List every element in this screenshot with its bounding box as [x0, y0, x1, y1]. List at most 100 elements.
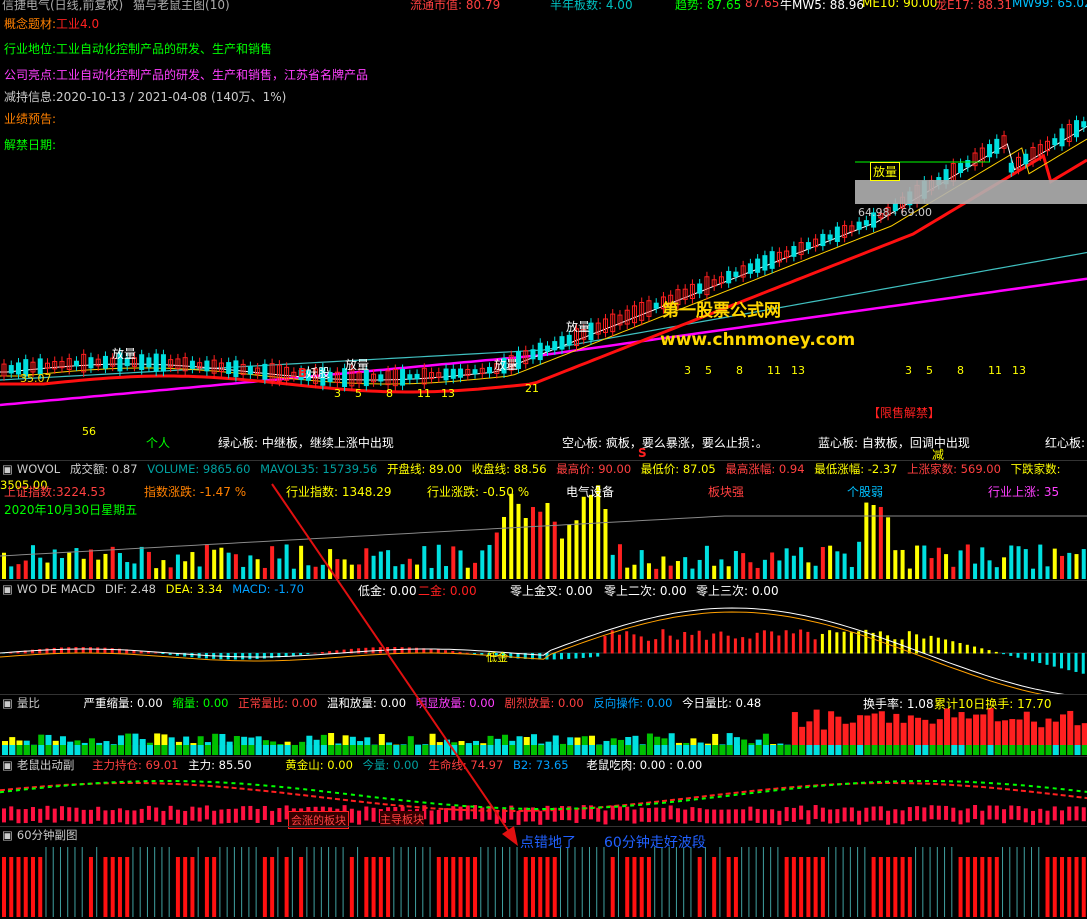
m60-bar — [255, 847, 257, 917]
volume-bar — [451, 546, 456, 579]
ratio-base — [755, 745, 762, 755]
volume-bar — [313, 566, 318, 579]
mouse-bar — [277, 808, 282, 823]
sharp-release: 剧烈放量: 0.00 — [504, 696, 584, 710]
m60-bar — [342, 847, 344, 917]
collapse-icon[interactable]: ▣ — [2, 582, 13, 596]
volume-release-label-2: 放量 — [345, 358, 370, 372]
mouse-bar — [545, 805, 550, 820]
mouse-bar — [1052, 806, 1057, 821]
collapse-icon[interactable]: ▣ — [2, 828, 13, 842]
ratio-bar — [132, 733, 139, 755]
ratio-base — [299, 745, 306, 755]
m60-bar — [1009, 847, 1011, 917]
macd-bar — [857, 631, 861, 654]
m60-bar — [154, 847, 156, 917]
macd-bar — [16, 651, 20, 654]
volume-release-label-4: 放量 — [566, 320, 591, 334]
volume-bar — [125, 562, 130, 579]
volume-bar — [944, 554, 949, 579]
m60-bar — [88, 857, 93, 917]
macd-bar — [67, 647, 71, 654]
ratio-base — [951, 745, 958, 755]
ratio-base — [777, 745, 784, 755]
candle-body — [247, 366, 253, 375]
m60-bar — [907, 857, 912, 917]
ratio-base — [487, 745, 494, 755]
ratio-base — [451, 745, 458, 755]
macd-bar — [762, 630, 766, 654]
candle-body — [472, 369, 478, 375]
ratio-bar — [973, 714, 980, 755]
volume-bar — [59, 557, 64, 579]
macd-chart[interactable] — [0, 581, 1087, 695]
mouse-bar — [110, 810, 115, 825]
candle-body — [44, 362, 50, 369]
mouse-bar — [603, 810, 608, 825]
m60-bar — [125, 857, 130, 917]
volume-ratio-panel[interactable]: ▣ 量比 严重缩量: 0.00 缩量: 0.00 正常量比: 0.00 温和放量:… — [0, 694, 1087, 757]
candle-body — [863, 220, 869, 226]
volume-bar — [436, 544, 441, 579]
macd-bar — [161, 653, 165, 655]
m60-bar — [407, 847, 409, 917]
macd-bar — [617, 634, 621, 654]
close-line: 收盘线: 88.56 — [471, 462, 547, 476]
s-sell-mark: S — [638, 446, 647, 460]
mouse-bar — [567, 806, 572, 821]
mouse-panel[interactable]: ▣ 老鼠出动副 主力持仓: 69.01 主力: 85.50 黄金山: 0.00 今… — [0, 756, 1087, 829]
volume-bar — [712, 565, 717, 579]
macd-bar — [299, 653, 303, 656]
ratio-base — [886, 745, 893, 755]
volume-bar — [1002, 557, 1007, 579]
market-cap: 流通市值: 80.79 — [410, 0, 501, 12]
ratio-base — [502, 745, 509, 755]
ratio-bar — [1038, 727, 1045, 755]
m60-bar — [349, 857, 354, 917]
m60-bar — [531, 857, 536, 917]
m60-panel[interactable]: ▣ 60分钟副图 点错地了 60分钟走好波段 — [0, 826, 1087, 919]
candle-body — [994, 138, 1000, 154]
ratio-bar — [951, 717, 958, 755]
volume-bar — [936, 547, 941, 579]
macd-bar — [965, 644, 969, 654]
vol-indicator-name: WOVOL — [16, 462, 61, 476]
volume-bar — [661, 556, 666, 579]
highlight-value: 工业自动化控制产品的研发、生产和销售，江苏省名牌产品 — [56, 68, 369, 82]
macd-bar — [806, 631, 810, 654]
volume-panel[interactable]: ▣ WOVOL 成交额: 0.87 VOLUME: 9865.60 MAVOL35… — [0, 460, 1087, 581]
ratio-bar — [531, 734, 538, 755]
m60-bar — [96, 847, 98, 917]
collapse-icon[interactable]: ▣ — [2, 462, 13, 476]
candle-body — [552, 341, 558, 351]
ratio-bar — [762, 733, 769, 755]
m60-bar — [1038, 847, 1040, 917]
macd-panel[interactable]: ▣ WO DE MACD DIF: 2.48 DEA: 3.34 MACD: -1… — [0, 580, 1087, 695]
down-count: 下跌家数: 3505.00 — [0, 462, 1061, 492]
candle-body — [1, 363, 7, 377]
main-chart-panel[interactable]: 信捷电气(日线,前复权) 猫与老鼠主图(10) 流通市值: 80.79 半年板数… — [0, 0, 1087, 462]
m60-chart[interactable] — [0, 827, 1087, 919]
mouse-bar — [886, 810, 891, 825]
macd-bar — [842, 631, 846, 654]
collapse-icon[interactable]: ▣ — [2, 758, 13, 772]
volume-bar — [444, 566, 449, 579]
mouse-bar — [197, 807, 202, 822]
mouse-bar — [965, 808, 970, 823]
volume-bars[interactable] — [0, 461, 1087, 581]
m60-bar — [1031, 847, 1033, 917]
candle-body — [820, 233, 826, 247]
candle-body — [733, 271, 739, 277]
volume-bar — [849, 566, 854, 579]
ratio-base — [791, 745, 798, 755]
mouse-bar — [436, 809, 441, 824]
ratio-base — [697, 745, 704, 755]
candle-body — [516, 350, 522, 370]
volume-bar — [1045, 566, 1050, 579]
mouse-chart[interactable] — [0, 757, 1087, 827]
candlestick-chart[interactable] — [0, 0, 1087, 460]
collapse-icon[interactable]: ▣ — [2, 696, 13, 710]
ratio-base — [603, 745, 610, 755]
volume-bar — [183, 561, 188, 579]
mouse-bar — [233, 808, 238, 823]
